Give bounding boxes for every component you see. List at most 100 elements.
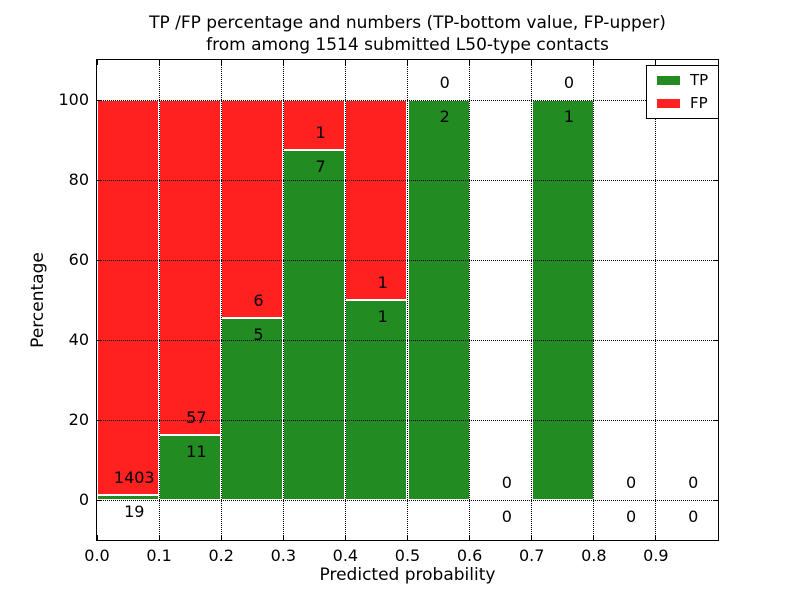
x-tick-mark	[469, 60, 471, 65]
x-tick-mark	[96, 535, 98, 540]
tp-count-label: 7	[315, 157, 326, 176]
x-tick-mark	[158, 60, 160, 65]
gridline-horizontal	[97, 499, 718, 501]
gridline-vertical	[655, 60, 657, 540]
x-tick-mark	[531, 60, 533, 65]
gridline-horizontal	[97, 259, 718, 261]
fp-count-label: 1403	[113, 467, 155, 487]
legend-label: FP	[690, 94, 708, 112]
x-tick-mark	[282, 60, 284, 65]
bar-segment-tp	[283, 150, 346, 500]
tp-count-label: 0	[688, 507, 699, 526]
plot-area: 1403 19 57 11 6 5 1 7 1 1 0 2 0 0 0 1 0 0 0 0	[96, 59, 719, 541]
y-tick-mark	[713, 419, 718, 421]
bar-segment-tp	[407, 100, 470, 500]
x-tick-mark	[593, 60, 595, 65]
y-tick-mark	[97, 339, 102, 341]
x-tick-mark	[655, 535, 657, 540]
legend-item-fp: FP	[657, 96, 708, 111]
legend-label: TP	[690, 71, 709, 89]
tp-count-label: 11	[186, 442, 207, 462]
tp-count-label: 1	[563, 107, 575, 126]
legend-swatch-fp	[657, 99, 680, 108]
fp-count-label: 0	[439, 73, 450, 92]
gridline-horizontal	[97, 339, 718, 341]
y-tick-label: 40	[68, 330, 89, 349]
x-tick-mark	[344, 60, 346, 65]
x-tick-mark	[469, 535, 471, 540]
gridline-vertical	[469, 60, 471, 540]
bar-segment-tp	[159, 435, 222, 500]
legend-item-tp: TP	[657, 73, 708, 88]
bar-segment-fp	[221, 100, 284, 319]
x-tick-mark	[531, 535, 533, 540]
x-axis-label: Predicted probability	[319, 565, 496, 585]
x-tick-mark	[593, 535, 595, 540]
legend-swatch-tp	[657, 76, 680, 85]
fp-count-label: 57	[186, 408, 207, 428]
y-tick-label: 0	[78, 490, 89, 509]
gridline-vertical	[344, 60, 346, 540]
x-tick-mark	[96, 60, 98, 65]
y-tick-label: 20	[68, 410, 89, 429]
y-tick-mark	[97, 419, 102, 421]
legend: TP FP	[646, 65, 720, 119]
tp-count-label: 2	[439, 107, 450, 126]
chart-title-line2: from among 1514 submitted L50-type conta…	[206, 35, 609, 55]
y-tick-label: 80	[68, 170, 89, 189]
y-tick-mark	[713, 259, 718, 261]
x-tick-mark	[220, 60, 222, 65]
tp-count-label: 19	[124, 501, 145, 521]
fp-count-label: 1	[315, 123, 326, 142]
gridline-vertical	[531, 60, 533, 540]
y-tick-label: 100	[58, 90, 89, 109]
fp-count-label: 1	[377, 273, 388, 292]
y-tick-mark	[713, 499, 718, 501]
chart-title: TP /FP percentage and numbers (TP-bottom…	[97, 12, 718, 56]
bar-segment-fp	[283, 100, 346, 150]
x-tick-mark	[655, 60, 657, 65]
tp-count-label: 1	[377, 307, 388, 326]
gridline-horizontal	[97, 99, 718, 101]
x-tick-mark	[158, 535, 160, 540]
gridline-vertical	[158, 60, 160, 540]
tp-count-label: 0	[625, 507, 637, 526]
tp-count-label: 0	[501, 507, 512, 526]
y-tick-mark	[97, 259, 102, 261]
bar-segment-fp	[97, 100, 160, 495]
fp-count-label: 0	[625, 473, 637, 492]
y-tick-mark	[713, 179, 718, 181]
fp-count-label: 0	[501, 473, 512, 492]
x-tick-label: 0.9	[643, 546, 669, 565]
x-tick-label: 0.7	[518, 546, 545, 565]
x-tick-mark	[344, 535, 346, 540]
bar-segment-tp	[345, 300, 408, 500]
x-tick-label: 0.5	[394, 546, 421, 565]
fp-count-label: 6	[253, 291, 264, 311]
bar-segment-tp	[531, 100, 594, 500]
x-tick-label: 0.2	[208, 546, 234, 565]
bar-segment-tp	[221, 318, 284, 500]
chart-title-line1: TP /FP percentage and numbers (TP-bottom…	[149, 13, 666, 33]
gridline-vertical	[407, 60, 408, 540]
tp-count-label: 5	[253, 325, 264, 345]
gridline-vertical	[220, 60, 222, 540]
y-tick-mark	[713, 339, 718, 341]
gridline-vertical	[282, 60, 284, 540]
bar-segment-fp	[159, 100, 222, 436]
x-tick-mark	[220, 535, 222, 540]
x-tick-mark	[407, 60, 408, 65]
x-tick-label: 0.0	[84, 546, 110, 565]
y-tick-label: 60	[68, 250, 89, 269]
gridline-vertical	[593, 60, 595, 540]
x-tick-label: 0.3	[270, 546, 297, 565]
x-tick-mark	[407, 535, 408, 540]
fp-count-label: 0	[563, 73, 575, 92]
bar-segment-tp	[97, 494, 160, 500]
x-tick-label: 0.8	[581, 546, 607, 565]
y-tick-mark	[97, 179, 102, 181]
x-tick-mark	[282, 535, 284, 540]
x-tick-label: 0.1	[146, 546, 172, 565]
y-tick-mark	[97, 499, 102, 501]
